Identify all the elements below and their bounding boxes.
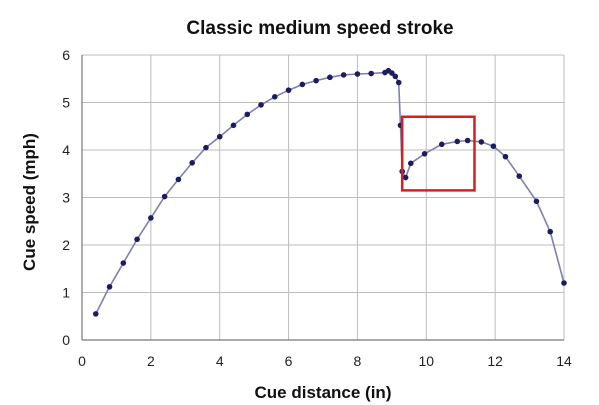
data-point <box>120 260 127 266</box>
data-point <box>478 139 485 145</box>
x-tick-label: 10 <box>418 353 434 369</box>
y-tick-label: 6 <box>62 47 70 63</box>
data-point <box>189 160 195 166</box>
axes-layer <box>81 55 564 341</box>
data-point <box>402 174 409 181</box>
x-tick-label: 6 <box>285 353 293 369</box>
data-point <box>285 87 292 93</box>
data-point <box>203 144 209 151</box>
data-point <box>502 153 509 160</box>
x-axis-label: Cue distance (in) <box>255 383 392 402</box>
data-point <box>354 71 361 77</box>
x-tick-label: 0 <box>78 353 86 369</box>
data-point <box>547 228 554 235</box>
y-tick-label: 4 <box>62 142 70 158</box>
data-point <box>533 198 540 205</box>
data-point <box>313 77 319 84</box>
data-point <box>272 94 278 100</box>
data-point <box>340 72 347 78</box>
x-tick-label: 12 <box>487 353 503 369</box>
data-point <box>216 133 223 140</box>
series-layer <box>92 67 567 317</box>
data-point <box>464 137 471 144</box>
data-point <box>148 215 154 221</box>
data-point <box>407 160 414 167</box>
data-point <box>134 236 140 243</box>
data-point <box>299 81 306 88</box>
highlight-box <box>400 115 476 192</box>
data-point <box>516 173 523 179</box>
y-tick-label: 1 <box>62 285 70 301</box>
data-point <box>175 176 182 183</box>
chart-title: Classic medium speed stroke <box>186 18 453 39</box>
data-point <box>327 74 333 81</box>
highlight-layer <box>400 115 476 192</box>
y-tick-label: 0 <box>62 332 70 348</box>
y-axis-label: Cue speed (mph) <box>20 133 39 271</box>
y-tick-label: 5 <box>62 95 70 111</box>
data-point <box>561 280 567 286</box>
data-point <box>368 70 375 77</box>
data-point <box>230 122 237 129</box>
data-point <box>454 138 461 145</box>
data-point <box>438 141 445 148</box>
data-point <box>389 70 395 76</box>
data-point <box>244 111 251 118</box>
x-tick-label: 8 <box>354 353 362 369</box>
data-point <box>106 284 113 290</box>
data-point <box>490 143 497 149</box>
data-point <box>392 73 399 80</box>
data-point <box>258 102 264 108</box>
data-point <box>92 311 99 317</box>
data-point <box>395 79 402 86</box>
x-tick-label: 14 <box>556 353 572 369</box>
x-tick-label: 4 <box>216 353 224 369</box>
x-tick-label: 2 <box>147 353 155 369</box>
y-tick-label: 3 <box>62 190 70 206</box>
data-point <box>161 193 168 200</box>
y-tick-label: 2 <box>62 237 70 253</box>
data-point <box>421 151 428 157</box>
